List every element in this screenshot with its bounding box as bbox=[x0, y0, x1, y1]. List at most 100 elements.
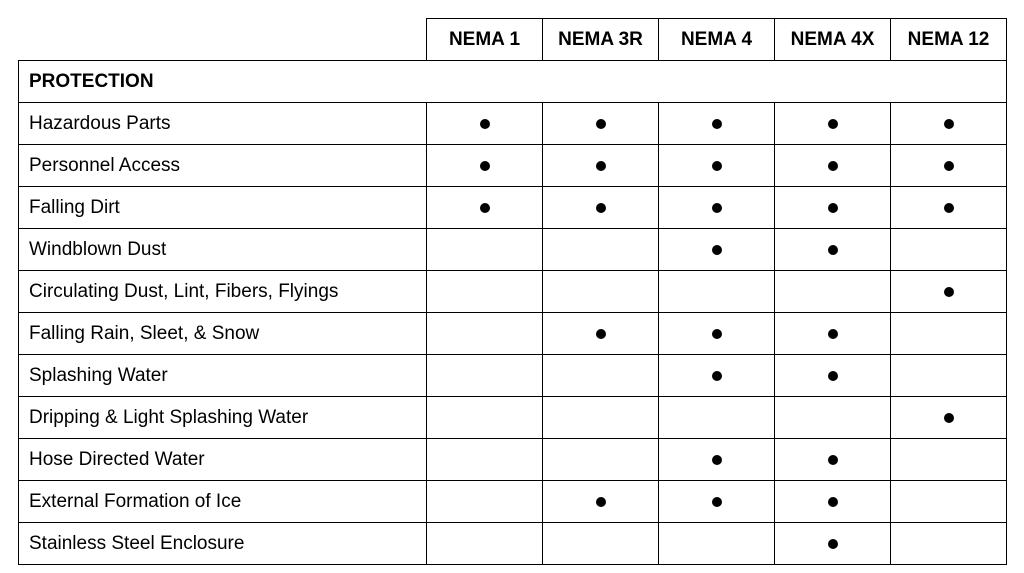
mark-cell bbox=[891, 313, 1007, 355]
dot-icon bbox=[828, 119, 838, 129]
mark-cell bbox=[543, 355, 659, 397]
dot-icon bbox=[944, 161, 954, 171]
mark-cell bbox=[543, 397, 659, 439]
table-header-row: NEMA 1 NEMA 3R NEMA 4 NEMA 4X NEMA 12 bbox=[19, 19, 1007, 61]
dot-icon bbox=[828, 371, 838, 381]
mark-cell bbox=[427, 313, 543, 355]
table-row: Stainless Steel Enclosure bbox=[19, 523, 1007, 565]
table-row: Falling Rain, Sleet, & Snow bbox=[19, 313, 1007, 355]
mark-cell bbox=[427, 397, 543, 439]
mark-cell bbox=[775, 355, 891, 397]
dot-icon bbox=[596, 119, 606, 129]
table-row: Splashing Water bbox=[19, 355, 1007, 397]
mark-cell bbox=[775, 481, 891, 523]
mark-cell bbox=[659, 523, 775, 565]
table-row: Circulating Dust, Lint, Fibers, Flyings bbox=[19, 271, 1007, 313]
mark-cell bbox=[543, 103, 659, 145]
mark-cell bbox=[659, 313, 775, 355]
table-row: Hazardous Parts bbox=[19, 103, 1007, 145]
dot-icon bbox=[944, 413, 954, 423]
table-row: External Formation of Ice bbox=[19, 481, 1007, 523]
dot-icon bbox=[596, 329, 606, 339]
mark-cell bbox=[543, 523, 659, 565]
mark-cell bbox=[775, 397, 891, 439]
mark-cell bbox=[775, 187, 891, 229]
mark-cell bbox=[543, 481, 659, 523]
col-header-nema-3r: NEMA 3R bbox=[543, 19, 659, 61]
mark-cell bbox=[891, 397, 1007, 439]
dot-icon bbox=[828, 329, 838, 339]
mark-cell bbox=[659, 103, 775, 145]
row-label: External Formation of Ice bbox=[19, 481, 427, 523]
mark-cell bbox=[775, 439, 891, 481]
dot-icon bbox=[828, 497, 838, 507]
dot-icon bbox=[944, 203, 954, 213]
col-header-nema-4: NEMA 4 bbox=[659, 19, 775, 61]
mark-cell bbox=[891, 187, 1007, 229]
mark-cell bbox=[659, 229, 775, 271]
dot-icon bbox=[596, 203, 606, 213]
mark-cell bbox=[775, 271, 891, 313]
mark-cell bbox=[891, 229, 1007, 271]
blank-corner bbox=[19, 19, 427, 61]
mark-cell bbox=[659, 355, 775, 397]
mark-cell bbox=[891, 523, 1007, 565]
mark-cell bbox=[427, 187, 543, 229]
mark-cell bbox=[891, 481, 1007, 523]
mark-cell bbox=[659, 397, 775, 439]
dot-icon bbox=[828, 161, 838, 171]
dot-icon bbox=[712, 371, 722, 381]
mark-cell bbox=[775, 145, 891, 187]
table-row: Personnel Access bbox=[19, 145, 1007, 187]
mark-cell bbox=[427, 355, 543, 397]
mark-cell bbox=[659, 439, 775, 481]
mark-cell bbox=[543, 229, 659, 271]
dot-icon bbox=[712, 161, 722, 171]
dot-icon bbox=[828, 539, 838, 549]
row-label: Hazardous Parts bbox=[19, 103, 427, 145]
mark-cell bbox=[543, 271, 659, 313]
mark-cell bbox=[659, 187, 775, 229]
dot-icon bbox=[596, 497, 606, 507]
section-heading: PROTECTION bbox=[19, 61, 1007, 103]
dot-icon bbox=[480, 203, 490, 213]
col-header-nema-1: NEMA 1 bbox=[427, 19, 543, 61]
mark-cell bbox=[543, 439, 659, 481]
mark-cell bbox=[659, 271, 775, 313]
mark-cell bbox=[543, 187, 659, 229]
dot-icon bbox=[480, 119, 490, 129]
table-row: Dripping & Light Splashing Water bbox=[19, 397, 1007, 439]
dot-icon bbox=[712, 497, 722, 507]
mark-cell bbox=[891, 355, 1007, 397]
mark-cell bbox=[775, 229, 891, 271]
mark-cell bbox=[891, 103, 1007, 145]
row-label: Windblown Dust bbox=[19, 229, 427, 271]
row-label: Hose Directed Water bbox=[19, 439, 427, 481]
dot-icon bbox=[828, 203, 838, 213]
col-header-nema-12: NEMA 12 bbox=[891, 19, 1007, 61]
mark-cell bbox=[659, 481, 775, 523]
mark-cell bbox=[427, 271, 543, 313]
col-header-nema-4x: NEMA 4X bbox=[775, 19, 891, 61]
mark-cell bbox=[427, 481, 543, 523]
row-label: Personnel Access bbox=[19, 145, 427, 187]
mark-cell bbox=[543, 145, 659, 187]
dot-icon bbox=[712, 455, 722, 465]
mark-cell bbox=[775, 103, 891, 145]
mark-cell bbox=[891, 145, 1007, 187]
mark-cell bbox=[427, 229, 543, 271]
nema-protection-table: NEMA 1 NEMA 3R NEMA 4 NEMA 4X NEMA 12 PR… bbox=[18, 18, 1007, 565]
dot-icon bbox=[712, 329, 722, 339]
dot-icon bbox=[596, 161, 606, 171]
mark-cell bbox=[659, 145, 775, 187]
row-label: Circulating Dust, Lint, Fibers, Flyings bbox=[19, 271, 427, 313]
dot-icon bbox=[828, 455, 838, 465]
mark-cell bbox=[775, 313, 891, 355]
mark-cell bbox=[427, 145, 543, 187]
dot-icon bbox=[944, 287, 954, 297]
row-label: Stainless Steel Enclosure bbox=[19, 523, 427, 565]
mark-cell bbox=[775, 523, 891, 565]
dot-icon bbox=[712, 245, 722, 255]
dot-icon bbox=[712, 119, 722, 129]
row-label: Falling Rain, Sleet, & Snow bbox=[19, 313, 427, 355]
